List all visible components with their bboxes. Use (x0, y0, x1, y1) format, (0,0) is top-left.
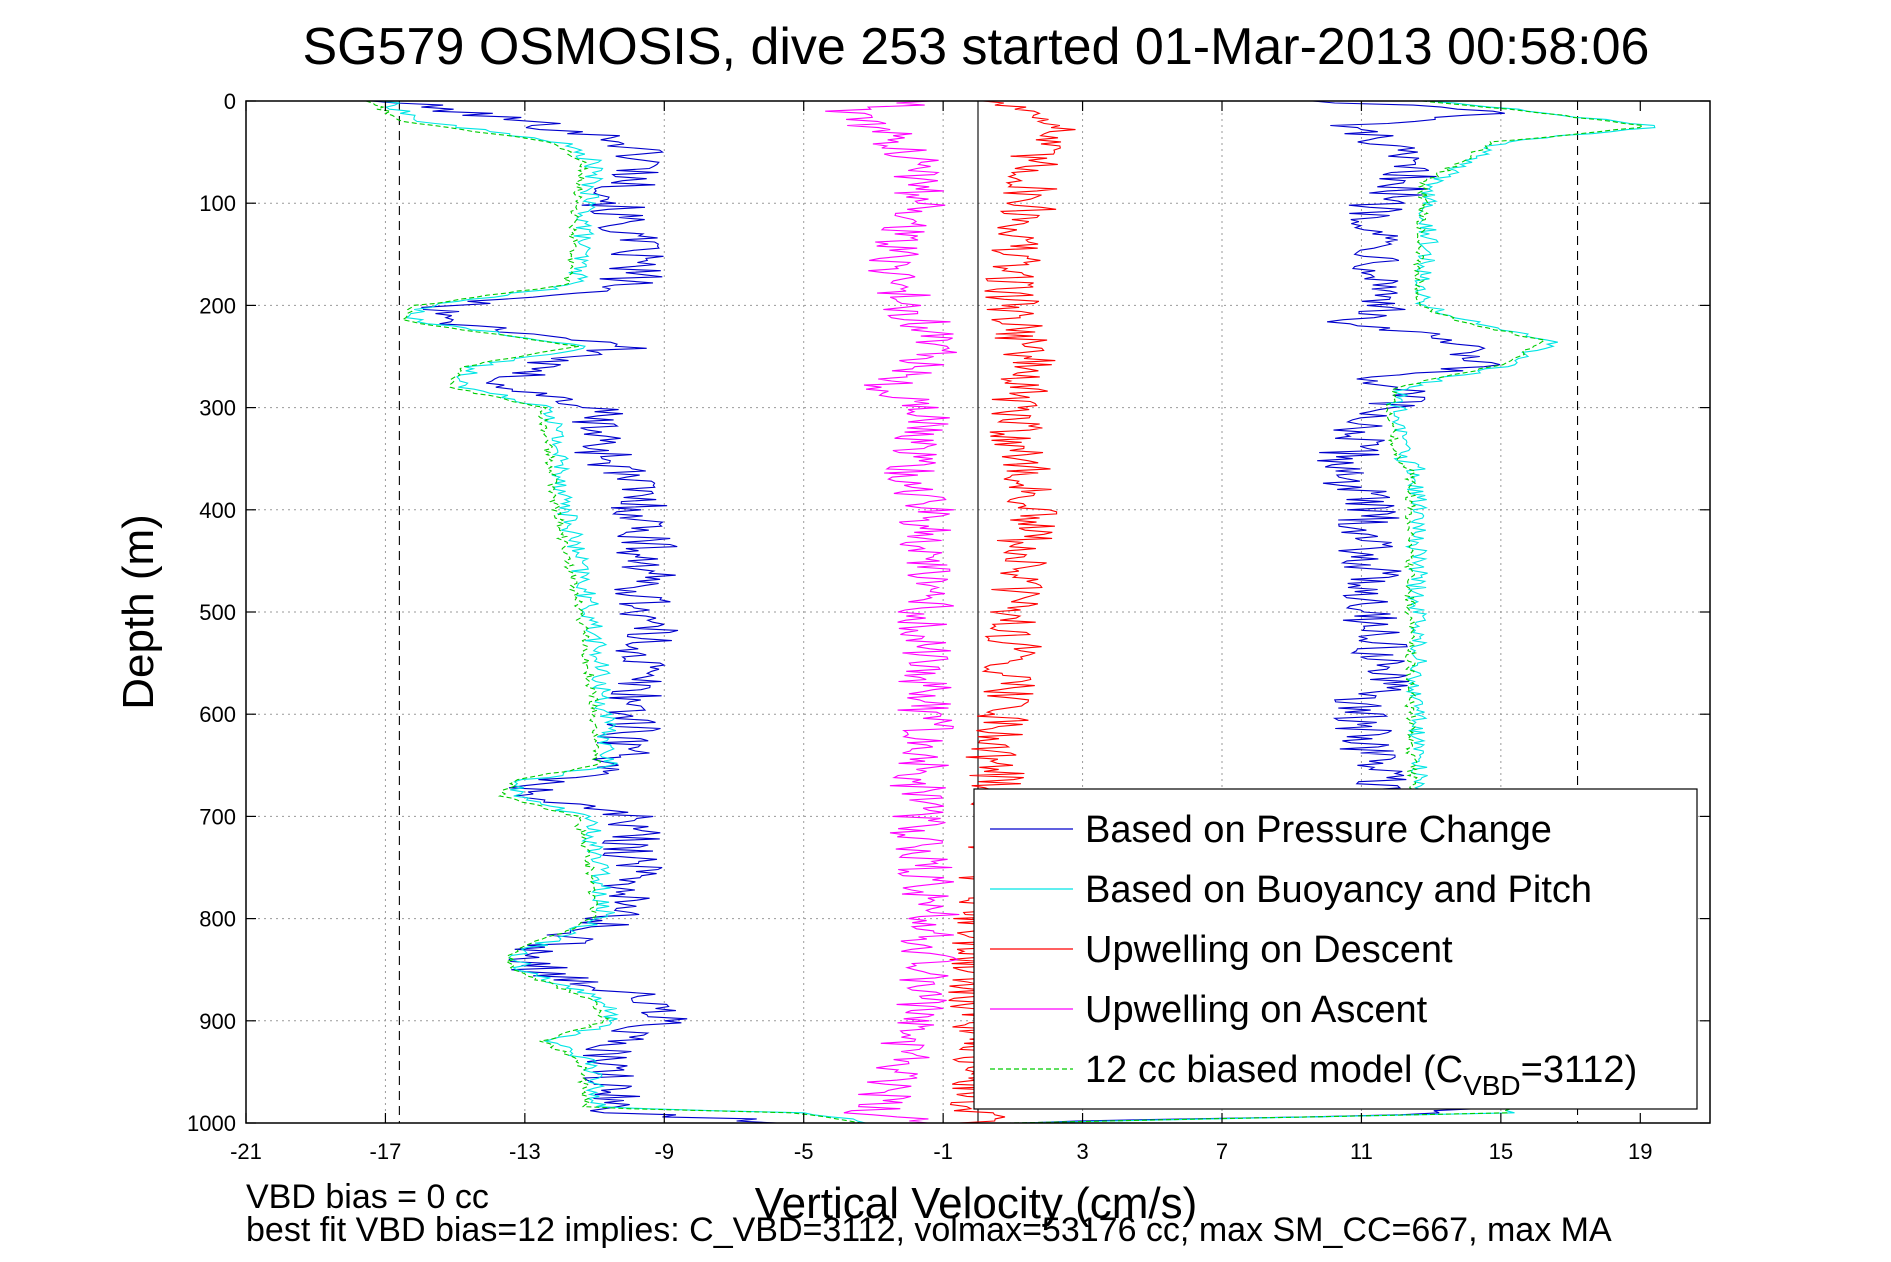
y-tick-label: 0 (224, 89, 236, 114)
x-tick-label: -9 (655, 1139, 675, 1164)
x-tick-label: 15 (1489, 1139, 1513, 1164)
y-tick-label: 900 (199, 1009, 236, 1034)
y-tick-label: 500 (199, 600, 236, 625)
x-tick-label: 19 (1628, 1139, 1652, 1164)
y-tick-labels: 0 100 200 300 400 500 600 700 800 900 1000 (187, 89, 236, 1136)
x-tick-label: -17 (370, 1139, 402, 1164)
y-tick-label: 1000 (187, 1111, 236, 1136)
legend-label: 12 cc biased model (CVBD=3112) (1085, 1049, 1637, 1101)
legend-label: Based on Buoyancy and Pitch (1085, 869, 1592, 911)
x-tick-label: -1 (933, 1139, 953, 1164)
series-3-profile-line (948, 100, 1076, 1124)
x-tick-labels: -21 -17 -13 -9 -5 -1 3 7 11 15 19 (230, 1139, 1652, 1164)
legend-label: Based on Pressure Change (1085, 809, 1552, 851)
series-2-descent-line (380, 100, 866, 1124)
y-tick-label: 700 (199, 804, 236, 829)
y-tick-label: 800 (199, 907, 236, 932)
y-tick-label: 300 (199, 396, 236, 421)
x-tick-label: -5 (794, 1139, 814, 1164)
chart-title: SG579 OSMOSIS, dive 253 started 01-Mar-2… (303, 18, 1650, 76)
best-fit-note: best fit VBD bias=12 implies: C_VBD=3112… (246, 1211, 1612, 1249)
legend-label: Upwelling on Ascent (1085, 989, 1428, 1031)
y-tick-label: 400 (199, 498, 236, 523)
legend: Based on Pressure Change Based on Buoyanc… (973, 788, 1698, 1110)
series-4-profile-line (825, 100, 960, 1124)
x-tick-label: 3 (1076, 1139, 1088, 1164)
x-tick-label: -13 (509, 1139, 541, 1164)
y-tick-label: 600 (199, 702, 236, 727)
y-tick-label: 200 (199, 293, 236, 318)
y-axis-label: Depth (m) (114, 514, 163, 710)
vbd-bias-note: VBD bias = 0 cc (246, 1178, 489, 1216)
y-tick-label: 100 (199, 191, 236, 216)
series-1-descent-line (371, 100, 777, 1124)
x-tick-label: 11 (1350, 1139, 1373, 1164)
axis-ticks (245, 100, 1710, 1124)
x-tick-label: -21 (230, 1139, 262, 1164)
x-axis-label: Vertical Velocity (cm/s) (755, 1179, 1198, 1228)
legend-label: Upwelling on Descent (1085, 929, 1453, 971)
x-tick-label: 7 (1216, 1139, 1228, 1164)
